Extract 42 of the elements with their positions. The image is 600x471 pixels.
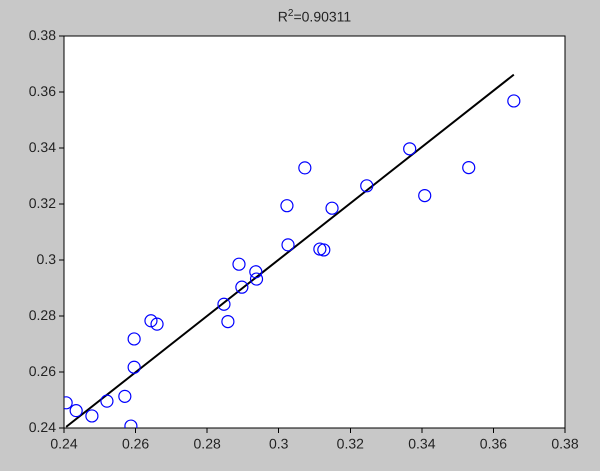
- x-tick-label: 0.38: [551, 435, 579, 452]
- point: [317, 243, 330, 257]
- point: [462, 161, 476, 174]
- x-tick-label: 0.26: [122, 435, 150, 452]
- x-tick-label: 0.3: [268, 435, 289, 452]
- point: [360, 179, 374, 192]
- y-tick-label: 0.36: [28, 82, 56, 99]
- point: [217, 298, 231, 311]
- y-tick-label: 0.32: [28, 194, 56, 211]
- x-tick-label: 0.34: [408, 435, 436, 452]
- point: [144, 314, 158, 328]
- point: [298, 161, 312, 174]
- x-tick-label: 0.24: [50, 435, 78, 452]
- y-tick-label: 0.38: [28, 26, 56, 43]
- point: [281, 238, 295, 252]
- point: [232, 258, 246, 271]
- point: [235, 280, 248, 294]
- point: [150, 318, 164, 331]
- y-tick-label: 0.28: [28, 306, 56, 323]
- y-tick-label: 0.3: [36, 250, 56, 267]
- point: [85, 409, 99, 423]
- point: [418, 189, 432, 202]
- point: [250, 272, 264, 286]
- x-tick-label: 0.32: [336, 435, 364, 452]
- point: [100, 394, 114, 408]
- point: [128, 332, 141, 346]
- point: [403, 142, 416, 156]
- point: [507, 94, 520, 108]
- point: [249, 265, 262, 278]
- y-tick-label: 0.26: [28, 362, 56, 379]
- point: [280, 199, 294, 212]
- point: [128, 360, 141, 374]
- point: [313, 242, 326, 256]
- point: [325, 202, 339, 215]
- chart-title: R$^{2}$=0.90311: [276, 8, 352, 25]
- point: [221, 315, 234, 328]
- point: [70, 404, 83, 418]
- y-tick-label: 0.24: [28, 418, 56, 435]
- x-tick-label: 0.28: [194, 435, 221, 452]
- x-tick-label: 0.36: [480, 435, 508, 452]
- point: [118, 390, 132, 403]
- y-tick-label: 0.34: [28, 138, 56, 155]
